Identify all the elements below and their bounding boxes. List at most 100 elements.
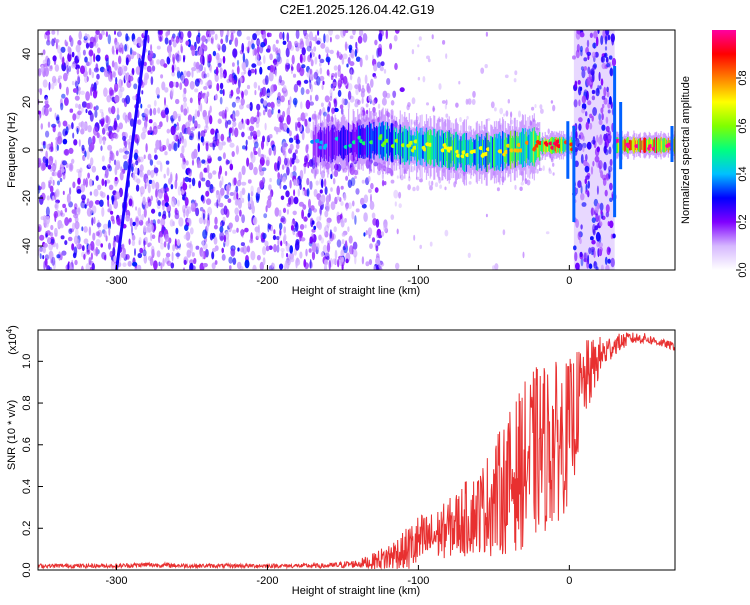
spectrogram-speckle [367, 188, 372, 194]
spectrogram-speckle [445, 99, 448, 106]
spectrogram-speckle [116, 107, 120, 116]
spectrogram-x-tick-label: 0 [566, 275, 572, 287]
spectrogram-speckle [330, 187, 333, 192]
spectrogram-x-tick-label: -300 [105, 275, 127, 287]
spectrogram-speckle [77, 177, 81, 185]
spectrogram-speckle [114, 41, 120, 50]
spectrogram-speckle [43, 243, 48, 248]
spectrogram-speckle [295, 221, 299, 232]
spectrogram-speckle [193, 61, 197, 68]
spectrogram-speckle [286, 166, 290, 176]
spectrogram-speckle [499, 107, 504, 115]
spectrogram-speckle [596, 134, 599, 143]
signal-band-cell [550, 138, 552, 153]
spectrogram-speckle [340, 219, 345, 228]
signal-band-cell [643, 137, 645, 153]
spectrogram-speckle [88, 49, 94, 57]
spectrogram-y-tick-label: 20 [21, 96, 33, 108]
spectrogram-speckle [194, 120, 198, 127]
spectrogram-speckle [579, 251, 583, 258]
signal-band-cell [393, 129, 395, 157]
spectrogram-speckle [581, 202, 587, 207]
spectrogram-speckle [429, 185, 433, 191]
spectrogram-speckle [386, 78, 391, 85]
signal-band-cell [528, 134, 530, 160]
spectrogram-speckle [320, 178, 324, 189]
spectrogram-speckle [256, 254, 261, 261]
spectrogram-speckle [150, 44, 153, 52]
spectrogram-speckle [428, 180, 431, 187]
spectrogram-speckle [97, 229, 103, 238]
spectrogram-speckle [277, 238, 280, 247]
colorbar-ticks: 0.00.20.40.60.8 [736, 70, 749, 278]
spectrogram-speckle [547, 128, 550, 135]
spectrogram-speckle [40, 64, 44, 73]
signal-band-cell [379, 126, 381, 155]
spectrogram-speckle [317, 221, 322, 231]
spectrogram-speckle [161, 144, 167, 151]
spectrogram-speckle [330, 83, 334, 89]
snr-x-ticks: -300 -200 -100 0 [105, 565, 572, 587]
signal-band-cell [365, 127, 367, 156]
signal-band-cell [561, 139, 563, 152]
spectrogram-speckle [208, 53, 212, 63]
spectrogram-speckle [333, 65, 338, 71]
signal-band-cell [348, 122, 350, 163]
signal-band-cell [507, 134, 509, 167]
spectrogram-speckle [598, 71, 601, 82]
spectrogram-speckle [344, 240, 348, 249]
colorbar-tick-label: 0.8 [737, 70, 749, 85]
spectrogram-speckle [133, 83, 138, 90]
spectrogram-speckle [221, 254, 226, 261]
spectrogram-speckle [157, 124, 162, 130]
signal-band-cell [416, 130, 419, 162]
spectrogram-speckle [115, 76, 118, 85]
spectrogram-speckle [254, 68, 257, 75]
signal-band-cell [329, 129, 332, 158]
signal-band-cell [387, 126, 390, 158]
signal-band-cell [356, 129, 358, 155]
snr-x-axis-label: Height of straight line (km) [292, 585, 420, 597]
spectrogram-speckle [236, 261, 242, 270]
spectrogram-speckle [310, 205, 315, 211]
spectrogram-speckle [545, 231, 550, 235]
spectrogram-speckle [240, 97, 245, 106]
spectrogram-speckle [249, 101, 253, 112]
spectrogram-speckle [143, 254, 148, 264]
spectrogram-speckle [124, 150, 130, 155]
spectrogram-speckle [349, 35, 354, 39]
spectrogram-speckle [607, 109, 611, 114]
spectrogram-y-tick-label: 0 [21, 147, 33, 153]
spectrogram-speckle [373, 64, 378, 72]
spectrogram-speckle [283, 157, 288, 166]
spectrogram-speckle [432, 105, 435, 113]
spectrogram-speckle [86, 202, 89, 207]
spectrogram-speckle [78, 103, 82, 110]
spectrogram-speckle [485, 31, 488, 37]
spectrogram-speckle [595, 231, 601, 242]
spectrogram-speckle [255, 30, 261, 36]
spectrogram-speckle [76, 168, 81, 173]
spectrogram-speckle [136, 178, 141, 184]
spectrogram-speckle [155, 188, 158, 198]
signal-band-cell [375, 128, 377, 154]
spectrogram-speckle [232, 229, 237, 234]
spectrogram-speckle [328, 30, 333, 36]
signal-band-cell [432, 135, 434, 160]
spectrogram-speckle [285, 58, 290, 66]
spectrogram-speckle [272, 235, 277, 241]
spectrogram-speckle [61, 93, 66, 99]
spectrogram-speckle [552, 172, 555, 176]
spectrogram-speckle [167, 242, 170, 250]
signal-band-cell [467, 140, 469, 165]
spectrogram-speckle [309, 52, 312, 59]
spectrogram-x-axis-label: Height of straight line (km) [292, 285, 420, 297]
spectrogram-speckle [103, 70, 110, 78]
spectrogram-speckle [247, 179, 252, 184]
spectrogram-speckle [106, 116, 111, 126]
spectrogram-speckle [256, 38, 261, 47]
snr-series-line [38, 332, 675, 570]
spectrogram-speckle [83, 155, 86, 161]
spectrogram-speckle [596, 241, 600, 248]
spectrogram-speckle [586, 76, 590, 86]
